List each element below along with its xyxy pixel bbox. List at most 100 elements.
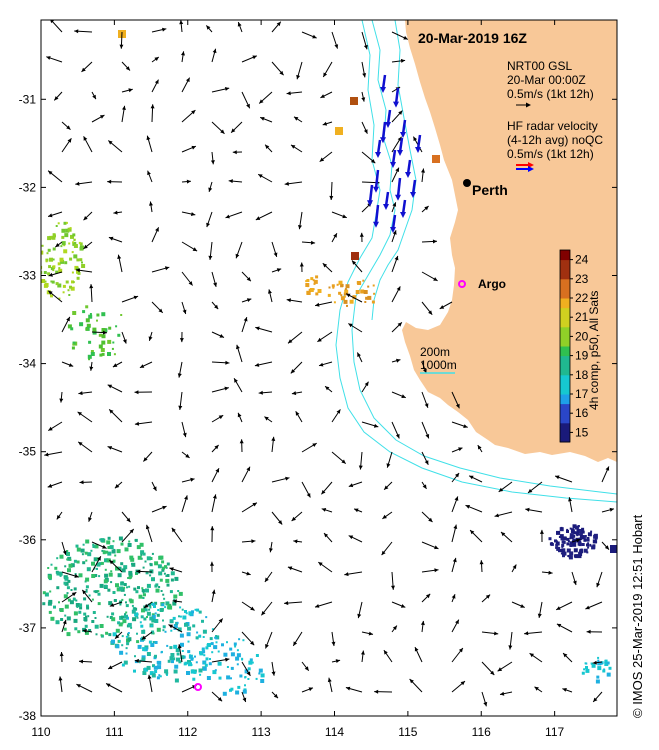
- colorbar-segment: [560, 403, 570, 414]
- sst-pixel: [57, 222, 60, 225]
- sst-pixel: [73, 239, 76, 241]
- colorbar-frame: [559, 249, 571, 443]
- sst-pixel: [125, 611, 128, 614]
- argo-marker-south: [194, 683, 202, 691]
- sst-pixel: [133, 587, 137, 591]
- sst-pixel: [51, 235, 56, 240]
- sst-pixel: [144, 667, 149, 672]
- sst-pixel: [190, 669, 195, 674]
- gsl-current-arrow: [210, 151, 215, 165]
- gsl-current-arrow: [151, 266, 170, 273]
- gsl-current-arrow: [112, 361, 123, 368]
- sst-pixel: [141, 655, 146, 660]
- sst-pixel: [610, 545, 617, 553]
- sst-pixel: [80, 245, 84, 250]
- gsl-current-arrow: [237, 21, 243, 33]
- gsl-current-arrow: [301, 661, 310, 672]
- sst-pixel: [59, 608, 64, 612]
- sst-pixel: [566, 537, 570, 541]
- sst-pixel: [198, 634, 202, 638]
- sst-pixel: [140, 552, 143, 555]
- sst-pixel: [112, 632, 117, 637]
- sst-pixel: [45, 260, 48, 263]
- colorbar-tick-label: 15: [575, 425, 589, 439]
- gsl-current-arrow: [348, 481, 363, 488]
- sst-pixel: [70, 563, 75, 568]
- sst-pixel: [221, 643, 224, 647]
- sst-pixel: [81, 264, 86, 268]
- sst-pixel: [364, 301, 367, 303]
- sst-pixel: [569, 551, 574, 556]
- sst-pixel: [99, 583, 104, 588]
- gsl-current-arrow: [421, 511, 433, 523]
- sst-pixel: [141, 587, 144, 590]
- gsl-current-arrow: [500, 531, 513, 543]
- gsl-current-arrow: [47, 290, 63, 303]
- sst-pixel: [142, 647, 147, 652]
- sst-pixel: [120, 314, 123, 316]
- gsl-current-arrow: [75, 181, 93, 186]
- sst-pixel: [88, 340, 92, 344]
- gsl-current-arrow: [391, 167, 400, 183]
- sst-pixel: [73, 611, 78, 616]
- sst-pixel: [97, 602, 101, 606]
- sst-pixel: [172, 616, 176, 620]
- gsl-current-arrow: [88, 511, 93, 522]
- sst-pixel: [548, 537, 552, 541]
- sst-pixel: [100, 634, 103, 637]
- sst-pixel: [61, 235, 65, 239]
- gsl-current-arrow: [107, 179, 123, 184]
- sst-pixel: [176, 621, 179, 624]
- gsl-current-arrow: [451, 594, 456, 603]
- gsl-current-arrow: [271, 241, 278, 258]
- sst-pixel: [338, 291, 342, 295]
- gsl-current-arrow: [151, 301, 164, 314]
- gsl-current-arrow: [318, 361, 333, 367]
- sst-pixel: [151, 552, 154, 555]
- sst-pixel: [123, 586, 126, 589]
- sst-pixel: [174, 678, 179, 683]
- sst-pixel: [113, 353, 116, 356]
- sst-pixel: [47, 248, 51, 252]
- sst-pixel: [149, 574, 152, 577]
- sst-pixel: [62, 291, 65, 294]
- sst-pixel: [55, 620, 60, 625]
- gsl-current-arrow: [292, 631, 303, 647]
- gsl-current-arrow: [77, 411, 93, 423]
- gsl-current-arrow: [284, 181, 303, 186]
- sst-pixel: [169, 619, 174, 624]
- sst-pixel: [201, 648, 204, 651]
- sst-pixel: [190, 657, 194, 661]
- gsl-current-arrow: [114, 481, 123, 489]
- gsl-current-arrow: [293, 116, 303, 123]
- sst-pixel: [190, 655, 193, 658]
- sst-pixel: [247, 678, 250, 680]
- hf-radar-arrow: [373, 169, 380, 193]
- sst-pixel: [52, 258, 55, 261]
- gsl-current-arrow: [421, 205, 429, 213]
- sst-pixel: [170, 571, 175, 576]
- gsl-current-arrow: [481, 631, 499, 636]
- sst-pixel: [555, 543, 559, 547]
- hf-radar-arrow: [397, 137, 404, 156]
- sst-pixel: [50, 616, 55, 621]
- sst-pixel: [94, 574, 98, 577]
- sst-pixel: [213, 645, 217, 649]
- sst-pixel: [579, 543, 582, 546]
- sst-pixel: [49, 590, 52, 593]
- sst-pixel: [310, 277, 314, 281]
- sst-pixel: [317, 289, 322, 293]
- hf-radar-arrow: [390, 149, 397, 168]
- gsl-current-arrow: [81, 589, 93, 603]
- gsl-current-arrow: [327, 677, 333, 693]
- sst-pixel: [104, 584, 108, 588]
- sst-pixel: [350, 97, 358, 105]
- gsl-current-arrow: [451, 647, 464, 663]
- sst-pixel: [72, 241, 77, 246]
- gsl-current-arrow: [143, 451, 153, 462]
- sst-pixel: [94, 617, 97, 619]
- sst-pixel: [93, 557, 98, 562]
- sst-pixel: [64, 233, 69, 238]
- gsl-current-arrow: [261, 601, 273, 616]
- gsl-current-arrow: [537, 601, 543, 618]
